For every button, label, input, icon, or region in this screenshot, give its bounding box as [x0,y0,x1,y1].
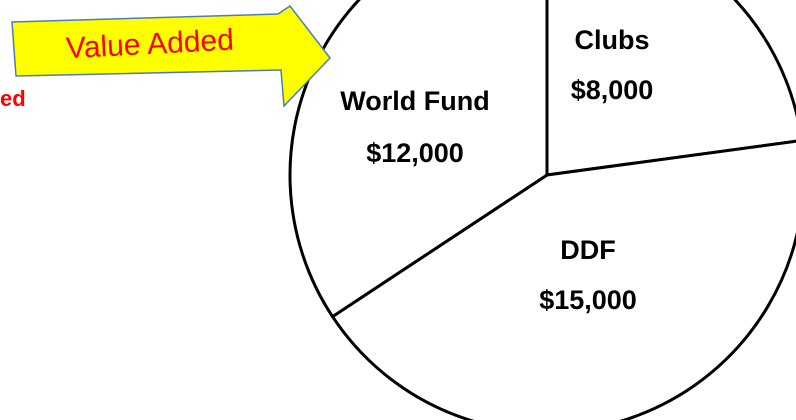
pie-slice [545,0,796,177]
value-label: $15,000 [539,285,637,315]
slice-label: DDF [560,235,616,265]
callout-arrow [11,4,331,108]
pie-slice [330,139,796,420]
value-label: $12,000 [366,138,464,168]
slice-label: World Fund [340,86,489,116]
slice-label: Clubs [574,25,649,55]
value-label: $8,000 [571,75,654,105]
annotation: ed [0,86,26,111]
